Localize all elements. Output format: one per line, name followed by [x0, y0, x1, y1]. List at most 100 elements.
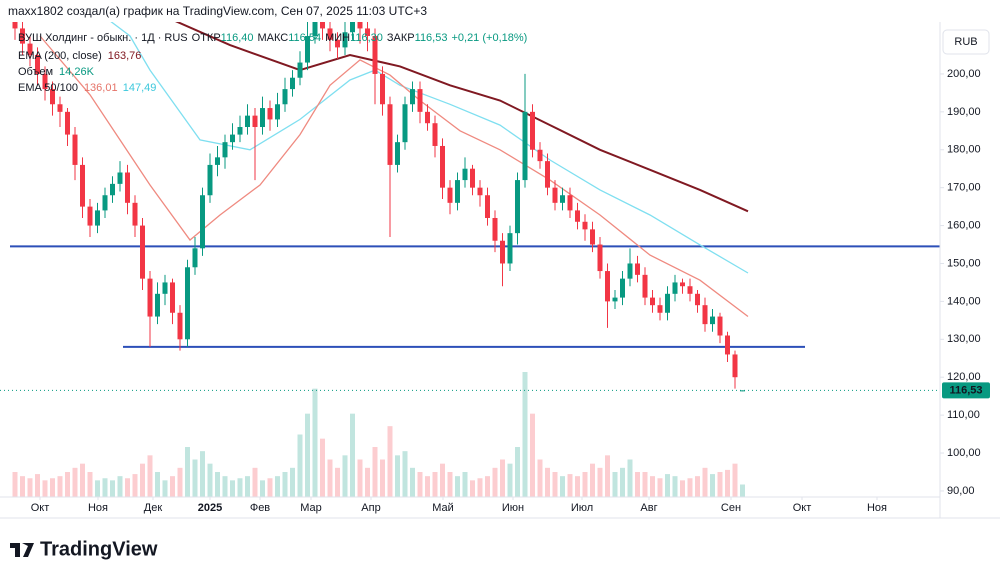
plot-area: [10, 22, 940, 497]
legend-change: +0,21 (+0,18%): [451, 32, 527, 44]
candle-body: [372, 36, 378, 74]
volume-bar: [260, 480, 265, 497]
currency-button[interactable]: [942, 29, 990, 55]
candle-body: [717, 316, 723, 336]
candle-body: [455, 180, 460, 203]
candle-body: [282, 89, 288, 105]
volume-bar: [27, 478, 33, 497]
candle-body: [185, 267, 190, 340]
volume-bar: [665, 474, 670, 497]
indicator-value: 163,76: [108, 50, 142, 62]
volume-bar: [522, 372, 528, 497]
volume-bar: [132, 474, 138, 497]
candle-body: [462, 168, 468, 181]
y-tick-label: 100,00: [947, 447, 981, 459]
candle-body: [177, 312, 183, 340]
candle-body: [42, 73, 48, 90]
candle-body: [132, 202, 138, 226]
indicator-value: 147,49: [123, 82, 157, 94]
candle-body: [267, 108, 273, 120]
candle-body: [492, 217, 498, 241]
volume-bar: [215, 472, 220, 497]
candle-body: [402, 104, 408, 143]
x-tick-label: Мар: [300, 502, 322, 514]
volume-bar: [440, 463, 445, 497]
candle-body: [140, 225, 145, 279]
volume-bar: [80, 463, 85, 497]
candle-body: [155, 293, 160, 317]
x-tick-label: Июл: [571, 502, 593, 514]
y-tick-label: 190,00: [947, 106, 981, 118]
volume-bar: [177, 467, 183, 497]
y-tick-label: 140,00: [947, 295, 981, 307]
volume-bar: [560, 476, 565, 497]
candle-body: [515, 180, 520, 234]
legend-indicator: EMA 50/100 136,01 147,49: [18, 82, 156, 94]
volume-bar: [125, 478, 130, 497]
candle-body: [192, 248, 198, 268]
candle-body: [605, 271, 610, 302]
candle-body: [200, 195, 205, 249]
candle-body: [12, 22, 18, 29]
ema-line: [110, 22, 749, 274]
candle-body: [725, 335, 730, 355]
volume-bar: [657, 478, 663, 497]
volume-bar: [635, 472, 640, 497]
volume-bar: [680, 480, 685, 497]
legend-symbol: ВУШ Холдинг - обыкн. · 1Д · RUS: [18, 32, 188, 44]
indicator-name: Объем: [18, 66, 53, 78]
candle-body: [687, 286, 693, 294]
candle-body: [410, 89, 415, 105]
candle-body: [95, 210, 100, 226]
x-tick-label: Авг: [640, 502, 657, 514]
volume-bar: [110, 480, 115, 497]
candle-body: [335, 39, 340, 48]
volume-bar: [455, 476, 460, 497]
candle-body: [80, 164, 85, 207]
candle-body: [627, 263, 633, 279]
volume-bar: [605, 455, 610, 497]
candle-body: [545, 161, 550, 188]
volume-bar: [312, 388, 318, 497]
volume-bar: [245, 476, 250, 497]
volume-bar: [545, 467, 550, 497]
candle-body: [425, 111, 430, 124]
volume-bar: [200, 451, 205, 497]
candle-body: [552, 187, 558, 203]
candle-body: [395, 142, 400, 165]
volume-bar: [620, 467, 625, 497]
x-tick-label: Окт: [31, 502, 50, 514]
volume-bar: [305, 413, 310, 497]
candle-body: [350, 22, 355, 33]
volume-bar: [530, 413, 535, 497]
candle-body: [567, 195, 573, 211]
candle-body: [312, 22, 318, 37]
x-tick-label: Сен: [721, 502, 741, 514]
volume-bar: [612, 472, 618, 497]
legend-field-value: 116,53: [415, 32, 448, 44]
volume-bar: [290, 467, 295, 497]
candle-body: [275, 104, 280, 120]
volume-bar: [57, 476, 63, 497]
volume-bar: [447, 472, 453, 497]
candle-body: [380, 73, 385, 105]
candle-body: [365, 28, 370, 37]
volume-bar: [515, 447, 520, 497]
x-tick-label: Ноя: [867, 502, 887, 514]
candle-body: [20, 28, 25, 44]
volume-bar: [20, 476, 25, 497]
legend-field-value: 116,40: [221, 32, 254, 44]
volume-bar: [162, 480, 168, 497]
volume-bar: [65, 472, 70, 497]
volume-bar: [12, 472, 18, 497]
candle-body: [432, 123, 438, 146]
volume-bar: [320, 438, 325, 497]
candle-body: [447, 187, 453, 203]
volume-bar: [702, 467, 708, 497]
candle-body: [215, 157, 220, 165]
currency[interactable]: RUB: [954, 36, 977, 48]
volume-bar: [597, 467, 603, 497]
volume-bar: [477, 478, 483, 497]
candle-body: [560, 195, 565, 203]
volume-bar: [327, 459, 333, 497]
